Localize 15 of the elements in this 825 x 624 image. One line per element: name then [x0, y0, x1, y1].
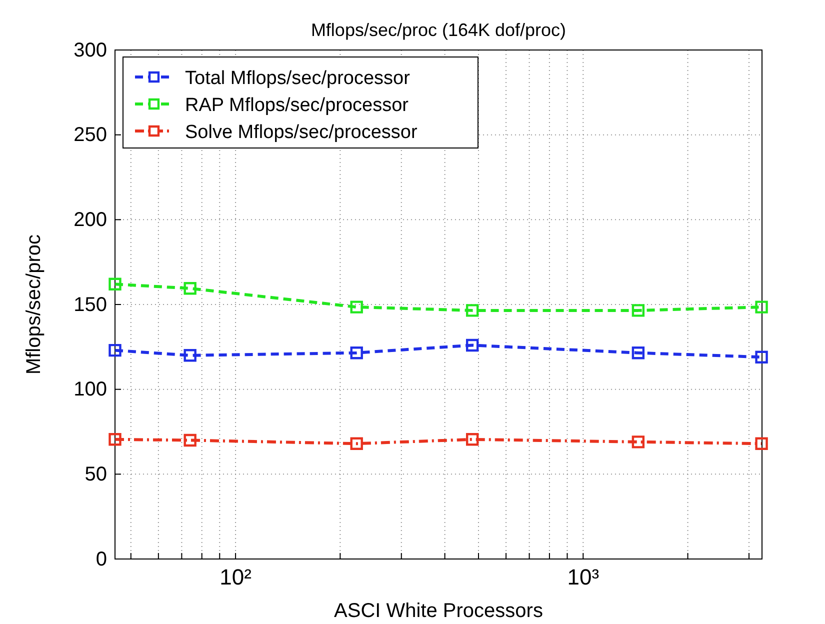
y-tick-label: 100: [74, 378, 107, 401]
y-tick-label: 0: [96, 548, 107, 570]
x-tick-label: 10³: [567, 564, 600, 590]
y-tick-label: 300: [74, 39, 107, 62]
y-axis-title: Mflops/sec/proc: [23, 234, 45, 375]
x-axis-title: ASCI White Processors: [334, 600, 543, 622]
y-tick-label: 50: [84, 464, 107, 486]
x-tick-label: 10²: [220, 564, 252, 590]
y-tick-label: 200: [74, 209, 107, 232]
chart-title: Mflops/sec/proc (164K dof/proc): [310, 20, 566, 40]
legend-label: RAP Mflops/sec/processor: [185, 95, 410, 116]
legend-label: Solve Mflops/sec/processor: [185, 122, 418, 143]
y-tick-label: 150: [74, 294, 107, 316]
y-tick-label: 250: [74, 124, 107, 146]
legend-label: Total Mflops/sec/processor: [185, 68, 411, 89]
